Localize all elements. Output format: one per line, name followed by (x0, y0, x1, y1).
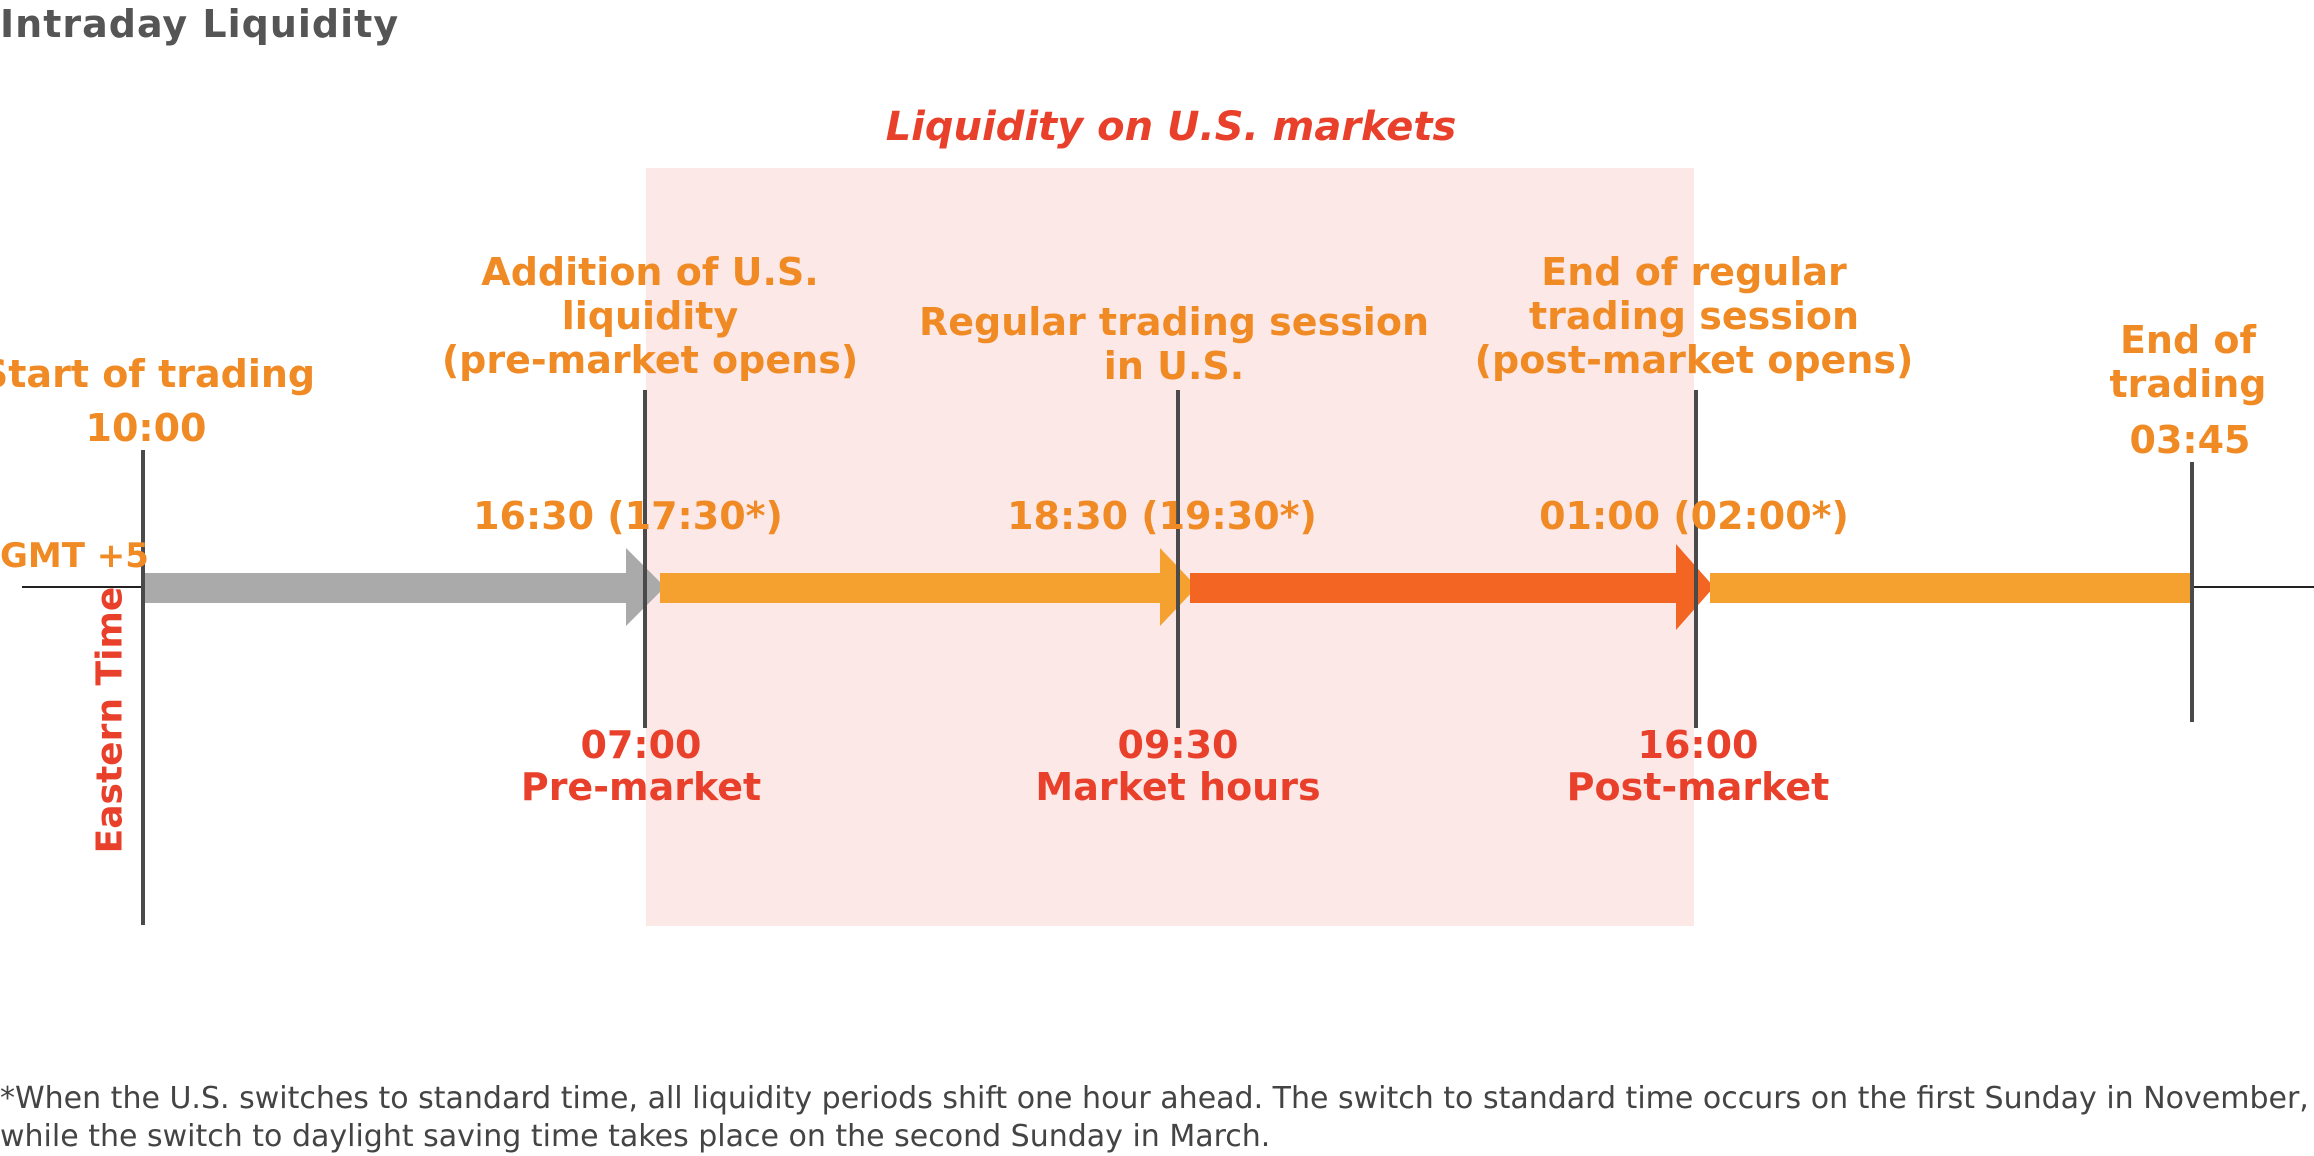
et-time: 16:00 (1637, 723, 1759, 767)
footnote: *When the U.S. switches to standard time… (0, 1081, 2309, 1154)
et-time: 07:00 (580, 723, 702, 767)
et-label: Post-market (1566, 765, 1830, 809)
segment-post-market (1710, 573, 2192, 603)
event-label-line: (pre-market opens) (441, 338, 859, 382)
page-title: Intraday Liquidity (0, 2, 400, 46)
gmt-time-postmarket: 01:00 (02:00*) (1539, 494, 1849, 538)
gmt-timezone-label: GMT +5 (0, 536, 149, 576)
et-label: Pre-market (520, 765, 762, 809)
gmt-time-start: 10:00 (85, 406, 207, 450)
event-label-line: liquidity (561, 294, 739, 338)
event-end-label: End of trading (2109, 318, 2266, 406)
event-premarket-label: Addition of U.S. liquidity (pre-market o… (442, 250, 858, 382)
event-label-line: End of (2119, 318, 2257, 362)
event-label-line: Start of trading (0, 352, 316, 396)
event-label-line: in U.S. (1103, 344, 1245, 388)
gmt-time-premarket: 16:30 (17:30*) (473, 494, 783, 538)
event-label-line: trading (2109, 362, 2267, 406)
gmt-time-regular: 18:30 (19:30*) (1007, 494, 1317, 538)
event-label-line: End of regular (1541, 250, 1847, 294)
us-liquidity-band (646, 168, 1694, 926)
et-postmarket: 16:00 Post-market (1567, 724, 1830, 808)
eastern-time-label: Eastern Time (89, 586, 131, 854)
event-regular-label: Regular trading session in U.S. (919, 300, 1429, 388)
segment-pre-us (143, 573, 628, 603)
event-start-label: Start of trading (0, 352, 315, 396)
segment-market-hours (1190, 573, 1680, 603)
event-label-line: Addition of U.S. (481, 250, 819, 294)
segment-pre-market (660, 573, 1162, 603)
event-label-line: (post-market opens) (1474, 338, 1914, 382)
gmt-time-end: 03:45 (2129, 418, 2251, 462)
event-postmarket-label: End of regular trading session (post-mar… (1475, 250, 1914, 382)
et-time: 09:30 (1117, 723, 1239, 767)
event-label-line: Regular trading session (919, 300, 1429, 344)
et-label: Market hours (1035, 765, 1321, 809)
liquidity-band-label: Liquidity on U.S. markets (885, 104, 1457, 150)
event-label-line: trading session (1528, 294, 1860, 338)
et-premarket: 07:00 Pre-market (521, 724, 761, 808)
et-regular: 09:30 Market hours (1035, 724, 1320, 808)
